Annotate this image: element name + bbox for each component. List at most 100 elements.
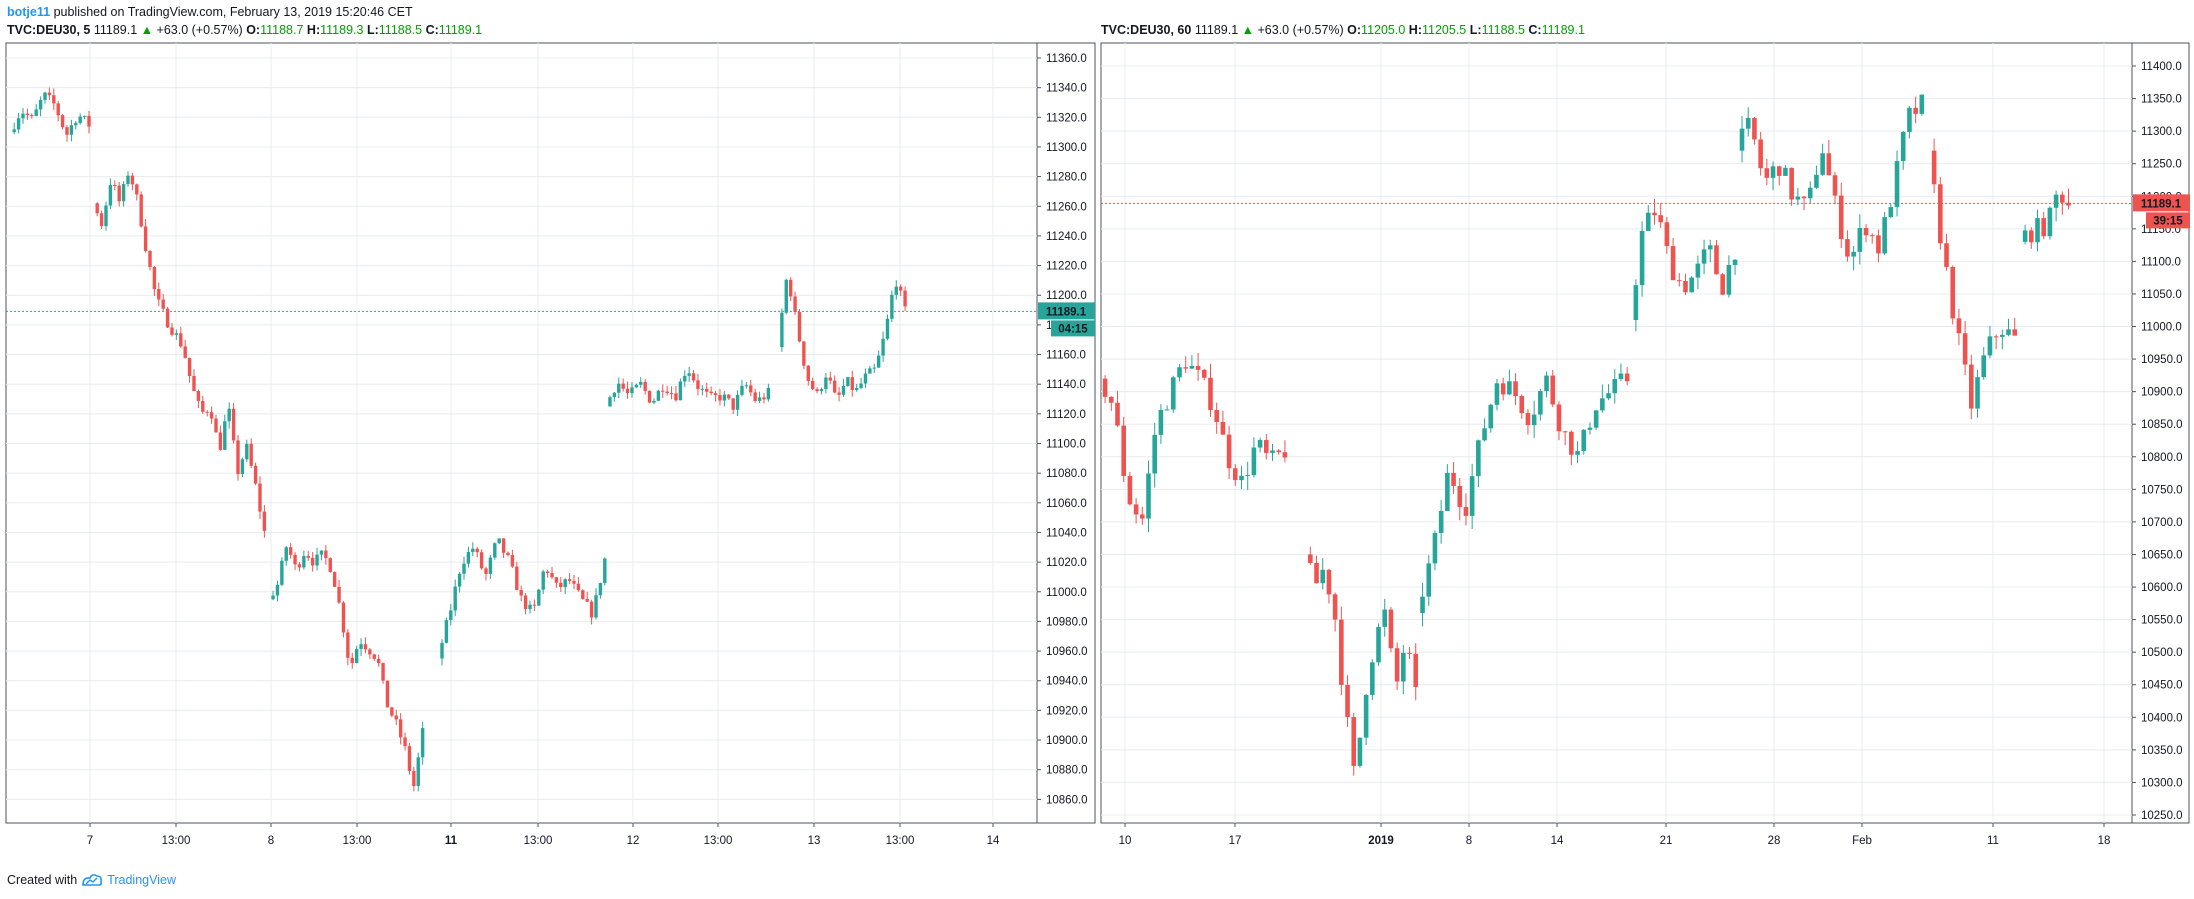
candle-body — [479, 552, 484, 569]
candle-body — [1226, 434, 1232, 469]
candle-body — [510, 555, 515, 567]
candle-body — [1676, 280, 1682, 282]
candle-body — [537, 589, 541, 606]
candle-body — [1550, 375, 1556, 405]
candle-body — [501, 538, 506, 553]
candle-body — [126, 175, 130, 185]
x-tick-label: 11 — [1987, 835, 1999, 847]
candle-body — [381, 663, 385, 681]
candle-body — [1950, 266, 1956, 319]
x-tick-label: 14 — [987, 835, 1000, 847]
y-tick-label: 10550.0 — [2141, 615, 2183, 627]
y-tick-label: 10950.0 — [2141, 354, 2183, 366]
candle-body — [1807, 187, 1813, 199]
candle-body — [403, 737, 407, 747]
x-tick-label: Feb — [1852, 835, 1872, 847]
candle-body — [1326, 569, 1332, 595]
candle-body — [60, 115, 65, 128]
candle-body — [868, 368, 872, 374]
candles — [12, 87, 907, 792]
candle-body — [205, 411, 209, 413]
y-tick-label: 11280.0 — [1046, 172, 1087, 184]
candle-body — [705, 388, 709, 392]
candle-body — [1164, 409, 1170, 411]
tradingview-brand-link[interactable]: TradingView — [107, 873, 176, 887]
author-link[interactable]: botje11 — [7, 5, 51, 19]
candle-body — [457, 573, 462, 587]
candle-body — [249, 443, 253, 466]
candle-body — [1869, 235, 1875, 237]
candle-body — [65, 127, 69, 135]
candle-body — [1426, 563, 1432, 597]
candle-body — [1432, 532, 1438, 564]
candle-body — [643, 381, 647, 391]
y-tick-label: 10800.0 — [2141, 452, 2183, 464]
candle-body — [731, 398, 735, 410]
right-high: 11205.5 — [1422, 23, 1467, 37]
candle-body — [104, 205, 108, 227]
x-tick-label: 7 — [87, 835, 93, 847]
countdown-box — [1051, 320, 1095, 337]
left-symbol: TVC:DEU30, 5 — [7, 23, 91, 37]
candle-body — [541, 571, 545, 590]
candle-body — [390, 707, 394, 716]
candle-body — [30, 115, 34, 117]
candle-body — [346, 632, 350, 658]
y-tick-label: 10600.0 — [2141, 582, 2183, 594]
candle-body — [1133, 504, 1139, 515]
candle-body — [161, 299, 165, 309]
candle-body — [363, 644, 368, 650]
candle-body — [780, 312, 784, 348]
candle-body — [1832, 175, 1838, 196]
y-tick-label: 11100.0 — [1046, 439, 1086, 451]
candle-body — [1363, 694, 1369, 738]
candle-body — [1956, 318, 1962, 334]
candle-body — [170, 327, 174, 335]
candle-body — [337, 586, 341, 603]
candle-body — [1801, 196, 1807, 199]
candle-body — [523, 595, 528, 610]
candle-body — [1652, 212, 1657, 216]
candle-body — [466, 551, 471, 564]
candle-body — [99, 213, 104, 227]
candle-body — [38, 99, 43, 110]
x-tick-label: 14 — [1551, 835, 1564, 847]
candle-body — [368, 649, 372, 655]
candle-body — [253, 465, 258, 484]
candle-body — [612, 392, 617, 398]
x-tick-label: 18 — [2098, 835, 2111, 847]
candle-body — [1152, 434, 1157, 474]
candle-body — [567, 579, 572, 581]
candle-body — [1270, 450, 1275, 453]
candle-body — [890, 294, 894, 319]
candle-body — [288, 547, 293, 555]
candle-body — [1525, 413, 1531, 426]
y-tick-label: 11020.0 — [1046, 557, 1087, 569]
x-tick-label: 13:00 — [343, 835, 372, 847]
candle-body — [475, 548, 479, 553]
candle-body — [585, 598, 589, 602]
candle-body — [231, 408, 236, 441]
candle-body — [1658, 215, 1663, 223]
y-tick-label: 10900.0 — [2141, 387, 2183, 399]
candle-body — [1556, 404, 1562, 432]
candle-body — [354, 648, 359, 664]
candle-body — [859, 383, 863, 388]
candle-body — [1500, 383, 1506, 395]
candle-body — [1851, 251, 1856, 257]
x-tick-label: 10 — [1119, 835, 1132, 847]
candle-body — [1332, 594, 1338, 620]
candle-body — [2060, 194, 2065, 203]
y-tick-label: 10900.0 — [1046, 735, 1088, 747]
candle-body — [394, 715, 398, 720]
candle-body — [554, 577, 559, 583]
candle-body — [806, 365, 810, 381]
candle-body — [1863, 227, 1869, 236]
y-tick-label: 10880.0 — [1046, 765, 1088, 777]
candle-body — [25, 113, 30, 116]
candle-body — [1121, 425, 1126, 476]
candle-body — [240, 459, 245, 475]
candle-body — [1962, 333, 1968, 365]
candle-body — [1689, 277, 1694, 293]
